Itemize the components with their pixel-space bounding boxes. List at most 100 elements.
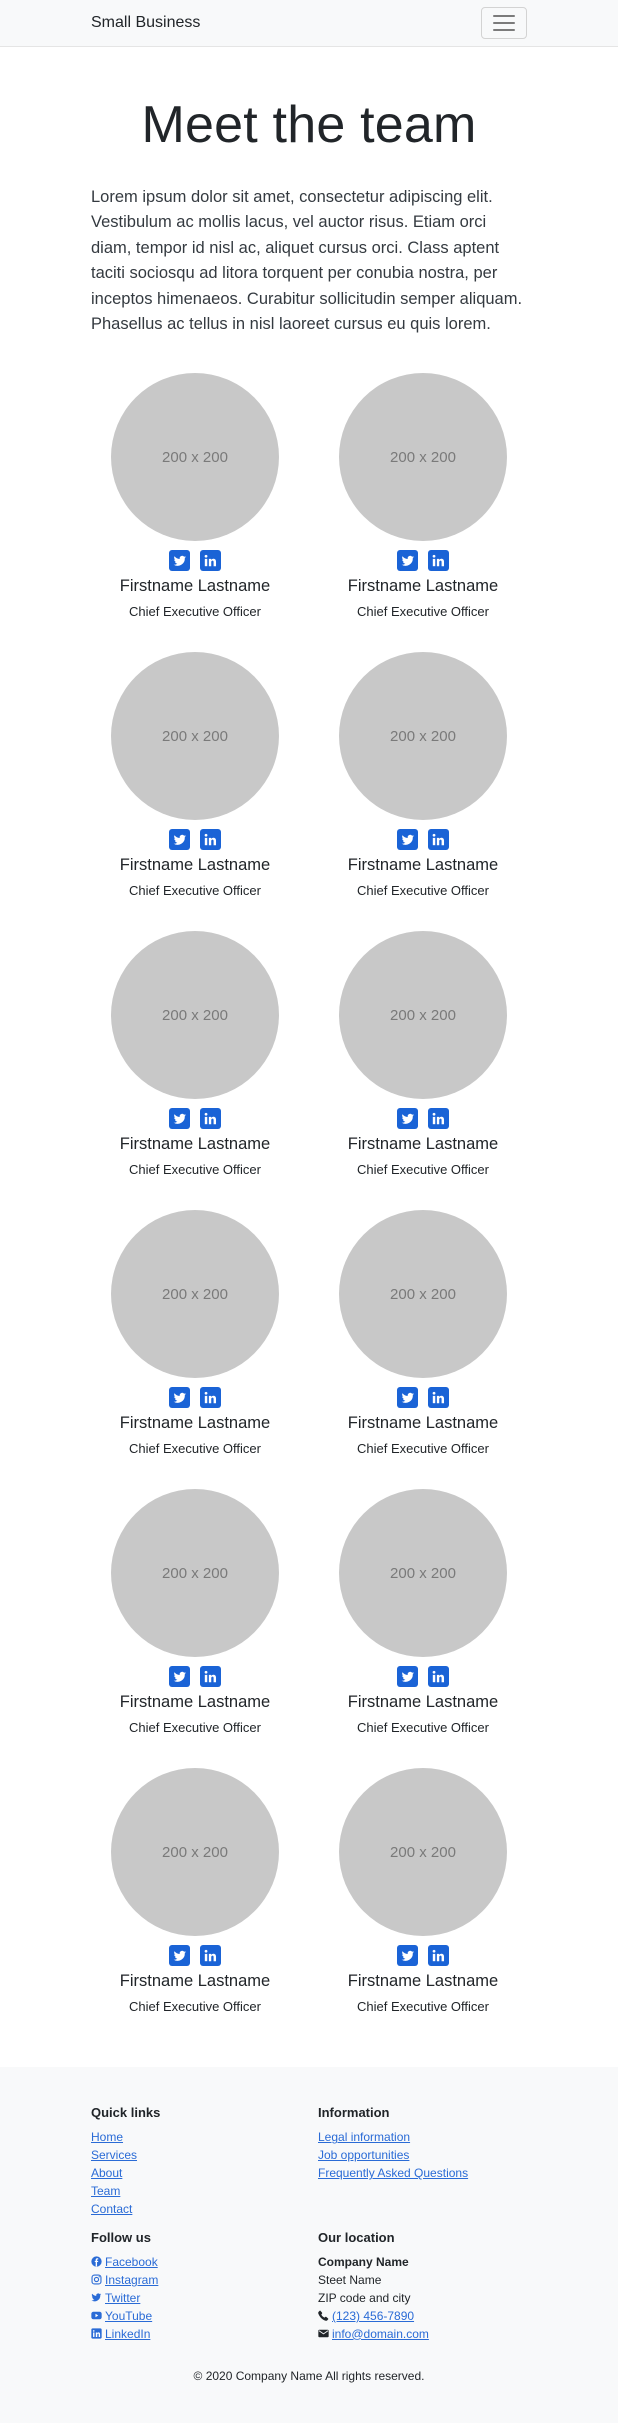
member-name: Firstname Lastname [119,856,271,875]
footer-link-faq[interactable]: Frequently Asked Questions [318,2166,469,2181]
member-name: Firstname Lastname [119,1693,271,1712]
instagram-icon [91,2274,102,2285]
member-socials [397,1666,449,1688]
footer-link-facebook[interactable]: Facebook [91,2255,158,2269]
team-member-card: 200 x 200 Firstname Lastname Chief Executi… [309,931,537,1184]
twitter-icon[interactable] [169,1945,190,1967]
copyright: © 2020 Company Name All rights reserved. [193,2369,425,2384]
linkedin-icon[interactable] [200,550,221,572]
member-role: Chief Executive Officer [357,604,489,620]
linkedin-icon[interactable] [200,1666,221,1688]
team-member-card: 200 x 200 Firstname Lastname Chief Executi… [81,1768,309,2021]
twitter-icon [91,2293,102,2302]
twitter-icon[interactable] [397,829,418,851]
twitter-icon[interactable] [397,1945,418,1967]
information-section: Information Legal information Job opport… [318,2105,527,2218]
member-socials [169,550,221,572]
footer-link-home[interactable]: Home [91,2130,124,2145]
footer-link-instagram[interactable]: Instagram [91,2273,158,2287]
member-socials [169,1108,221,1130]
member-role: Chief Executive Officer [129,1720,261,1736]
twitter-icon[interactable] [397,1108,418,1130]
member-role: Chief Executive Officer [129,883,261,899]
footer-link-about[interactable]: About [91,2166,123,2181]
linkedin-icon[interactable] [200,1108,221,1130]
email-link[interactable]: info@domain.com [332,2326,429,2341]
member-name: Firstname Lastname [347,1414,499,1433]
footer-link-twitter[interactable]: Twitter [91,2291,140,2305]
envelope-icon [318,2329,329,2337]
linkedin-icon[interactable] [200,829,221,851]
twitter-icon[interactable] [397,1387,418,1409]
member-socials [169,1945,221,1967]
avatar-placeholder-text: 200 x 200 [162,1843,228,1861]
twitter-icon[interactable] [169,1108,190,1130]
facebook-icon [91,2256,102,2268]
footer-link-jobs[interactable]: Job opportunities [318,2148,410,2163]
member-socials [397,550,449,572]
linkedin-icon[interactable] [428,1387,449,1409]
linkedin-icon[interactable] [428,1108,449,1130]
linkedin-icon[interactable] [428,550,449,572]
member-socials [397,829,449,851]
twitter-icon[interactable] [397,550,418,572]
team-member-card: 200 x 200 Firstname Lastname Chief Executi… [81,1489,309,1742]
member-role: Chief Executive Officer [357,1162,489,1178]
avatar-placeholder-text: 200 x 200 [162,448,228,466]
brand-link[interactable]: Small Business [91,14,201,31]
company-name: Company Name [318,2255,409,2270]
zip-city: ZIP code and city [318,2291,411,2306]
footer-link-linkedin[interactable]: LinkedIn [91,2327,150,2341]
instagram-label: Instagram [105,2273,159,2288]
avatar-placeholder: 200 x 200 [339,1768,507,1937]
footer-link-team[interactable]: Team [91,2183,121,2198]
avatar-placeholder-text: 200 x 200 [162,1285,228,1303]
youtube-label: YouTube [105,2308,153,2323]
avatar-placeholder: 200 x 200 [111,931,279,1100]
team-member-card: 200 x 200 Firstname Lastname Chief Executi… [309,1768,537,2021]
linkedin-icon[interactable] [200,1945,221,1967]
member-name: Firstname Lastname [119,577,271,596]
linkedin-icon[interactable] [428,829,449,851]
member-role: Chief Executive Officer [357,883,489,899]
information-title: Information [318,2105,390,2121]
twitter-icon[interactable] [169,1387,190,1409]
avatar-placeholder-text: 200 x 200 [390,727,456,745]
member-role: Chief Executive Officer [357,1720,489,1736]
member-socials [169,829,221,851]
linkedin-icon[interactable] [428,1945,449,1967]
phone-link[interactable]: (123) 456-7890 [332,2308,415,2323]
twitter-icon[interactable] [169,1666,190,1688]
twitter-icon[interactable] [169,550,190,572]
avatar-placeholder: 200 x 200 [339,931,507,1100]
avatar-placeholder-text: 200 x 200 [390,1285,456,1303]
twitter-icon[interactable] [397,1666,418,1688]
member-name: Firstname Lastname [347,1135,499,1154]
footer-link-contact[interactable]: Contact [91,2201,133,2216]
member-role: Chief Executive Officer [357,1441,489,1457]
avatar-placeholder: 200 x 200 [339,1210,507,1379]
footer-link-services[interactable]: Services [91,2148,138,2163]
navbar-toggle-button[interactable] [481,7,527,39]
team-member-card: 200 x 200 Firstname Lastname Chief Executi… [81,931,309,1184]
avatar-placeholder-text: 200 x 200 [390,1564,456,1582]
footer-link-youtube[interactable]: YouTube [91,2309,152,2323]
twitter-icon[interactable] [169,829,190,851]
avatar-placeholder: 200 x 200 [111,1489,279,1658]
linkedin-icon [91,2327,102,2339]
member-name: Firstname Lastname [347,856,499,875]
avatar-placeholder: 200 x 200 [111,373,279,542]
member-socials [169,1387,221,1409]
member-role: Chief Executive Officer [357,1999,489,2015]
team-grid: 200 x 200 Firstname Lastname Chief Executi… [81,373,537,2021]
linkedin-icon[interactable] [200,1387,221,1409]
avatar-placeholder: 200 x 200 [111,1210,279,1379]
hamburger-icon [493,15,515,17]
avatar-placeholder-text: 200 x 200 [162,727,228,745]
member-socials [397,1387,449,1409]
team-member-card: 200 x 200 Firstname Lastname Chief Executi… [309,1210,537,1463]
footer-link-legal[interactable]: Legal information [318,2130,411,2145]
linkedin-label: LinkedIn [105,2326,151,2341]
location-title: Our location [318,2230,395,2246]
linkedin-icon[interactable] [428,1666,449,1688]
